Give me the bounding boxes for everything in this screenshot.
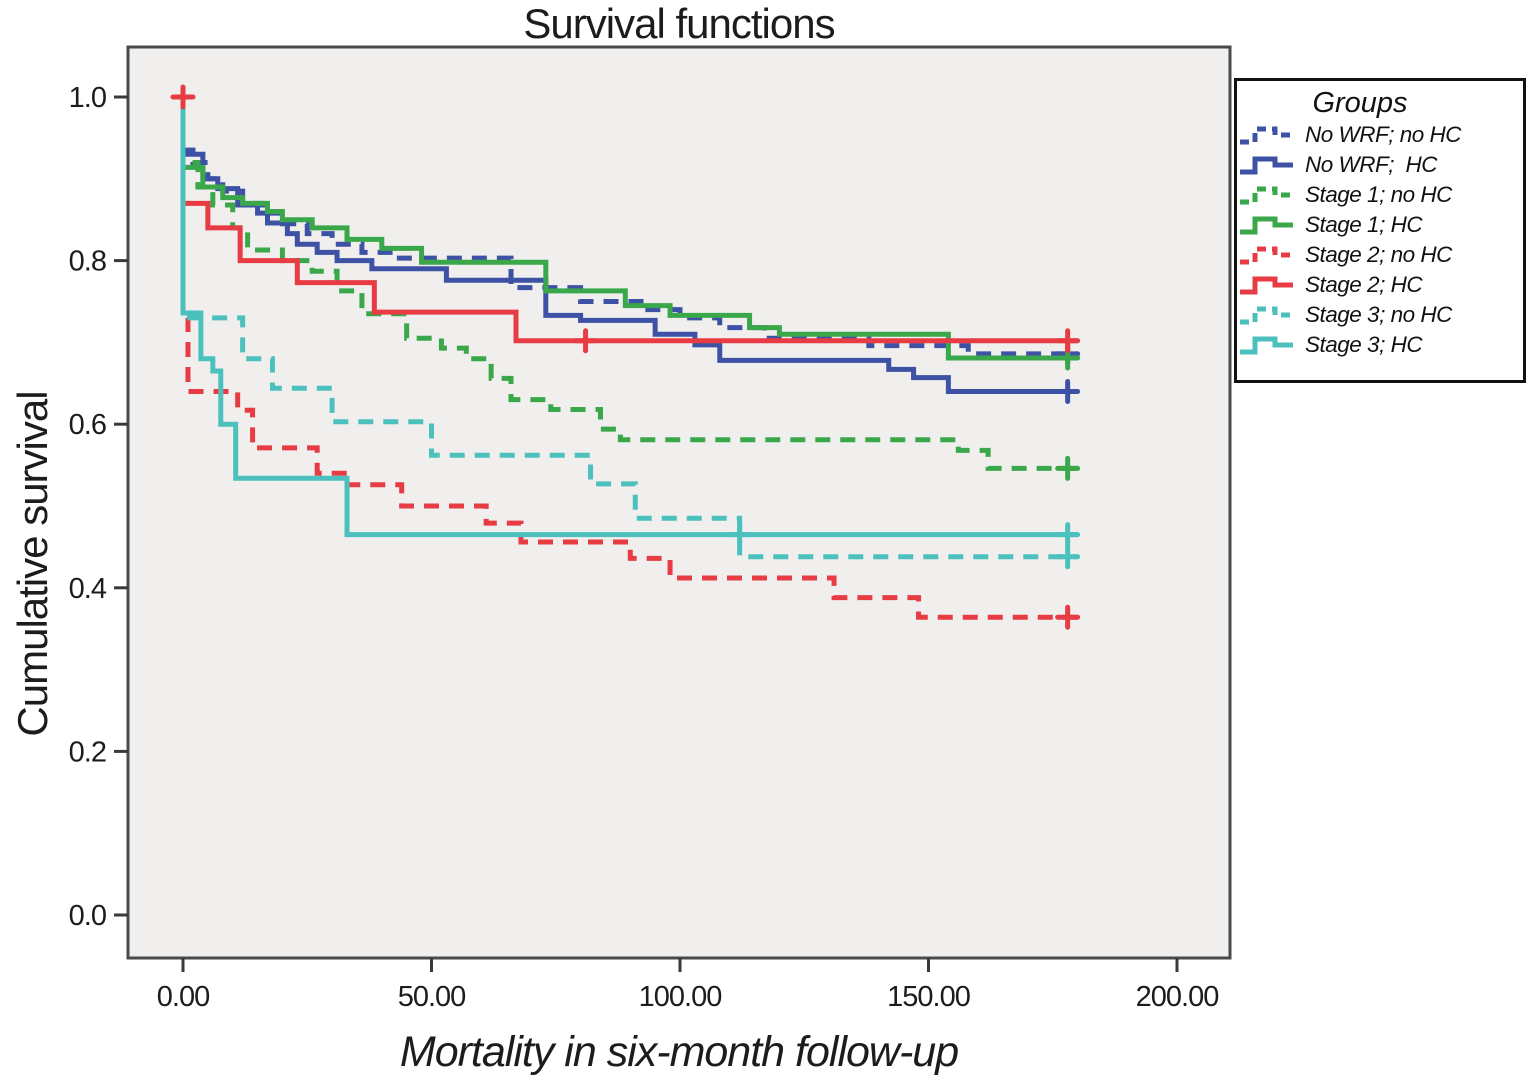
legend-item-stage-1-hc: Stage 1; HC <box>1239 210 1523 240</box>
legend-item-stage-1-no-hc: Stage 1; no HC <box>1239 180 1523 210</box>
censor-mark-stage-3-hc <box>727 522 753 548</box>
legend-swatch-solid-line-icon <box>1240 276 1293 295</box>
y-tick-label: 0.6 <box>69 409 106 441</box>
series-curve-stage-1-no-hc <box>180 97 1078 471</box>
y-axis-label: Cumulative survival <box>9 391 56 737</box>
x-tick-label: 50.00 <box>398 981 466 1013</box>
y-tick-label: 0.4 <box>69 573 107 605</box>
censor-mark-no-wrf-hc <box>1055 378 1081 404</box>
legend-item-stage-3-no-hc: Stage 3; no HC <box>1239 300 1523 330</box>
censor-mark-stage-3-hc <box>1055 522 1081 548</box>
legend-label: Stage 2; HC <box>1305 272 1423 297</box>
legend-rows: No WRF; no HC No WRF; HC Stage 1; no HC Sta… <box>1237 120 1523 360</box>
series-curve-stage-3-no-hc <box>180 97 1078 560</box>
x-tick-label: 200.00 <box>1136 981 1219 1013</box>
y-tick-label: 0.8 <box>69 246 106 278</box>
legend-label: Stage 3; HC <box>1305 332 1423 357</box>
legend-swatch-solid-line-icon <box>1240 156 1293 175</box>
y-tick-label: 0.0 <box>69 900 106 932</box>
y-tick-label: 1.0 <box>69 82 106 114</box>
legend-swatch-dashed-line-icon <box>1240 246 1293 265</box>
series-curve-stage-2-no-hc <box>180 97 1078 620</box>
x-axis-label: Mortality in six-month follow-up <box>399 1028 959 1076</box>
censor-mark-stage-2-hc <box>170 84 196 110</box>
legend-label: Stage 1; no HC <box>1305 182 1452 207</box>
legend-item-no-wrf-hc: No WRF; HC <box>1239 150 1523 180</box>
legend-swatch-solid-line-icon <box>1240 336 1293 355</box>
legend-label: Stage 3; no HC <box>1305 302 1452 327</box>
legend-label: No WRF; no HC <box>1305 122 1462 147</box>
x-tick-label: 100.00 <box>639 981 722 1013</box>
legend-item-stage-3-hc: Stage 3; HC <box>1239 330 1523 360</box>
x-tick-label: 0.00 <box>157 981 209 1013</box>
series-curve-stage-3-hc <box>180 97 1078 538</box>
x-tick-label: 150.00 <box>887 981 970 1013</box>
plot-area <box>126 45 1232 960</box>
legend-box: Groups No WRF; no HC No WRF; HC Stage 1; n… <box>1234 78 1526 383</box>
y-tick-label: 0.2 <box>69 736 106 768</box>
legend-item-stage-2-no-hc: Stage 2; no HC <box>1239 240 1523 270</box>
legend-swatch-dashed-line-icon <box>1240 306 1293 325</box>
legend-label: No WRF; HC <box>1305 152 1438 177</box>
censor-mark-stage-2-hc <box>573 328 599 354</box>
censor-mark-stage-2-hc <box>1055 328 1081 354</box>
series-curve-stage-1-hc <box>180 97 1078 361</box>
legend-item-no-wrf-no-hc: No WRF; no HC <box>1239 120 1523 150</box>
legend-item-stage-2-hc: Stage 2; HC <box>1239 270 1523 300</box>
censor-mark-stage-1-no-hc <box>1055 455 1081 481</box>
legend-title: Groups <box>1312 87 1408 119</box>
legend-swatch-solid-line-icon <box>1240 216 1293 235</box>
chart-title: Survival functions <box>523 0 835 47</box>
censor-mark-stage-3-no-hc <box>1055 544 1081 570</box>
legend-swatch-dashed-line-icon <box>1240 186 1293 205</box>
legend-swatch-dashed-line-icon <box>1240 126 1293 145</box>
series-curve-stage-2-hc <box>180 97 1078 344</box>
series-curve-no-wrf-no-hc <box>180 97 1078 357</box>
legend-label: Stage 2; no HC <box>1305 242 1452 267</box>
legend-label: Stage 1; HC <box>1305 212 1423 237</box>
censor-mark-stage-2-no-hc <box>1055 604 1081 630</box>
